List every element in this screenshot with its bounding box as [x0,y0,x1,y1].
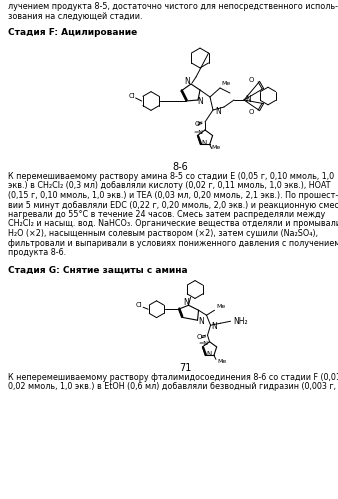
Text: Cl: Cl [136,302,143,308]
Text: N: N [245,94,251,103]
Text: Стадия F: Ацилирование: Стадия F: Ацилирование [8,28,137,37]
Text: N: N [199,317,204,326]
Text: N: N [212,322,217,331]
Text: N: N [184,76,190,85]
Text: =N: =N [193,130,203,135]
Text: Me: Me [212,145,221,150]
Text: нагревали до 55°C в течение 24 часов. Смесь затем распределяли между: нагревали до 55°C в течение 24 часов. См… [8,210,325,219]
Text: O: O [249,77,254,83]
Text: O: O [194,121,200,127]
Text: 71: 71 [179,363,191,373]
Text: Me: Me [217,304,226,309]
Text: H₂O (×2), насыщенным солевым раствором (×2), затем сушили (Na₂SO₄),: H₂O (×2), насыщенным солевым раствором (… [8,229,318,238]
Text: Me: Me [221,80,230,85]
Text: Me: Me [217,359,226,364]
Text: Cl: Cl [128,93,135,99]
Text: O: O [249,109,254,115]
Text: лучением продукта 8-5, достаточно чистого для непосредственного исполь-: лучением продукта 8-5, достаточно чистог… [8,2,338,11]
Text: Стадия G: Снятие защиты с амина: Стадия G: Снятие защиты с амина [8,265,188,274]
Text: =N: =N [198,341,209,346]
Text: CH₂Cl₂ и насыщ. вод. NaHCO₃. Органические вещества отделяли и промывали: CH₂Cl₂ и насыщ. вод. NaHCO₃. Органически… [8,220,338,229]
Text: NH₂: NH₂ [234,317,248,326]
Text: (0,15 г, 0,10 ммоль, 1,0 экв.) и TEA (0,03 мл, 0,20 ммоль, 2,1 экв.). По прошест: (0,15 г, 0,10 ммоль, 1,0 экв.) и TEA (0,… [8,191,338,200]
Text: К перемешиваемому раствору амина 8-5 со стадии E (0,05 г, 0,10 ммоль, 1,0: К перемешиваемому раствору амина 8-5 со … [8,172,334,181]
Text: продукта 8-6.: продукта 8-6. [8,248,66,257]
Text: N: N [215,106,221,115]
Text: N: N [202,141,207,147]
Text: вии 5 минут добавляли EDC (0,22 г, 0,20 ммоль, 2,0 экв.) и реакционную смесь: вии 5 минут добавляли EDC (0,22 г, 0,20 … [8,201,338,210]
Text: O: O [197,334,202,340]
Text: 0,02 ммоль, 1,0 экв.) в EtOH (0,6 мл) добавляли безводный гидразин (0,003 г,: 0,02 ммоль, 1,0 экв.) в EtOH (0,6 мл) до… [8,382,336,391]
Text: зования на следующей стадии.: зования на следующей стадии. [8,12,143,21]
Text: 8-6: 8-6 [172,162,188,172]
Text: N: N [184,298,189,307]
Text: экв.) в CH₂Cl₂ (0,3 мл) добавляли кислоту (0,02 г, 0,11 ммоль, 1,0 экв.), HOAT: экв.) в CH₂Cl₂ (0,3 мл) добавляли кислот… [8,182,331,191]
Text: N: N [197,96,203,105]
Text: фильтровали и выпаривали в условиях пониженного давления с получением: фильтровали и выпаривали в условиях пони… [8,239,338,248]
Text: К неперемешиваемому раствору фталимидосоединения 8-6 со стадии F (0,01 г,: К неперемешиваемому раствору фталимидосо… [8,373,338,382]
Text: N: N [207,351,212,357]
